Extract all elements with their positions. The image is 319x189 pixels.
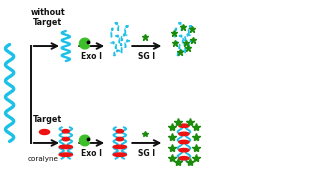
Wedge shape: [79, 38, 90, 49]
Ellipse shape: [62, 129, 69, 133]
Text: Exo I: Exo I: [81, 149, 102, 158]
Ellipse shape: [59, 145, 72, 149]
Ellipse shape: [179, 132, 189, 136]
Ellipse shape: [179, 124, 189, 128]
Ellipse shape: [116, 129, 123, 133]
Ellipse shape: [179, 140, 189, 144]
Text: SG I: SG I: [138, 52, 155, 61]
Text: without
Target: without Target: [30, 8, 65, 27]
Ellipse shape: [40, 129, 50, 135]
Wedge shape: [79, 135, 90, 146]
Text: Target: Target: [33, 115, 62, 124]
Text: SG I: SG I: [138, 149, 155, 158]
Ellipse shape: [179, 148, 189, 152]
Ellipse shape: [59, 153, 72, 156]
Text: coralyne: coralyne: [28, 156, 59, 162]
Ellipse shape: [179, 156, 189, 160]
Ellipse shape: [113, 145, 126, 149]
Ellipse shape: [113, 153, 126, 156]
Ellipse shape: [116, 137, 123, 141]
Ellipse shape: [62, 137, 69, 141]
Text: Exo I: Exo I: [81, 52, 102, 61]
